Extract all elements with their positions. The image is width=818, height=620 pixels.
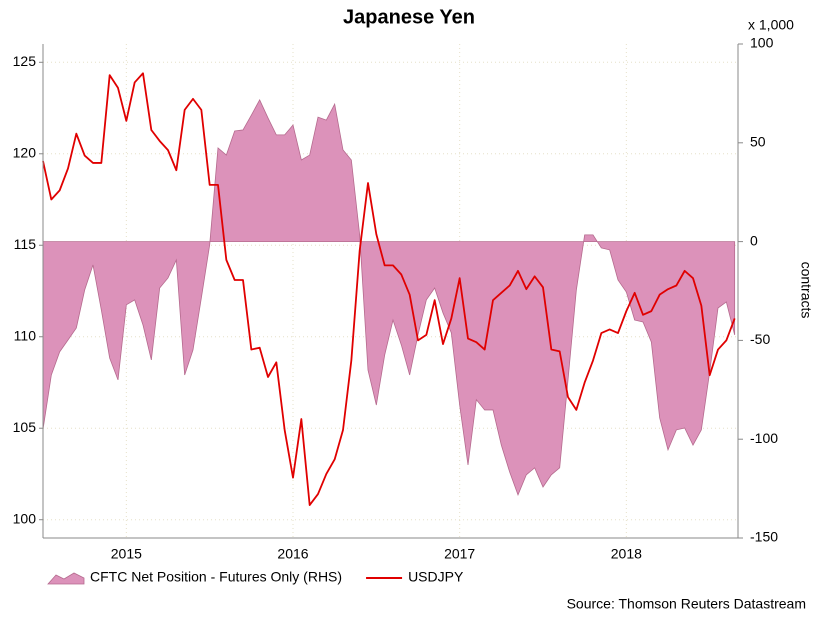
legend-label: USDJPY (408, 569, 464, 585)
y2-tick-label: 50 (750, 134, 766, 150)
y2-tick-label: 100 (750, 35, 774, 51)
legend-swatch (47, 572, 85, 585)
y-tick-label: 120 (13, 144, 37, 160)
y2-tick-label: -50 (750, 331, 770, 347)
y-tick-label: 110 (14, 327, 37, 343)
y2-tick-label: -150 (750, 529, 778, 545)
y2-tick-label: -100 (750, 430, 778, 446)
x-tick-label: 2017 (444, 546, 475, 562)
chart-title: Japanese Yen (343, 6, 475, 28)
x-tick-label: 2015 (111, 546, 142, 562)
line (42, 72, 736, 506)
y2-axis-label: contracts (798, 262, 814, 319)
y-tick-label: 125 (13, 53, 37, 69)
y-tick-label: 105 (13, 419, 37, 435)
source: Source: Thomson Reuters Datastream (567, 596, 806, 612)
y-tick-label: 100 (13, 510, 37, 526)
x-tick-label: 2018 (611, 546, 642, 562)
x-tick-label: 2016 (277, 546, 308, 562)
area (42, 99, 736, 497)
y2-unit: x 1,000 (748, 17, 794, 33)
y2-tick-label: 0 (750, 232, 758, 248)
y-tick-label: 115 (14, 236, 37, 252)
legend-label: CFTC Net Position - Futures Only (RHS) (90, 569, 342, 585)
plot-area (39, 44, 738, 538)
